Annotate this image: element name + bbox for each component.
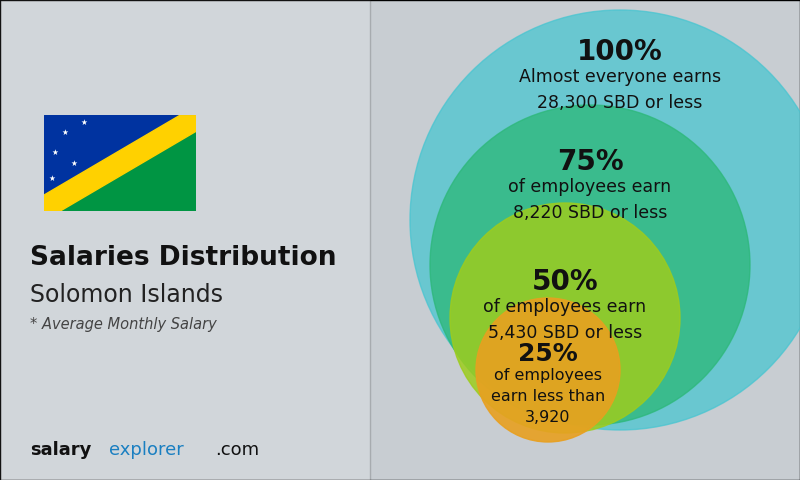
Polygon shape bbox=[44, 115, 196, 211]
Text: 100%: 100% bbox=[577, 38, 663, 66]
Text: Almost everyone earns: Almost everyone earns bbox=[519, 68, 721, 86]
Text: * Average Monthly Salary: * Average Monthly Salary bbox=[30, 317, 217, 333]
Text: 5,430 SBD or less: 5,430 SBD or less bbox=[488, 324, 642, 342]
Polygon shape bbox=[44, 115, 196, 211]
Text: Solomon Islands: Solomon Islands bbox=[30, 283, 223, 307]
Text: 50%: 50% bbox=[532, 268, 598, 296]
Text: salary: salary bbox=[30, 441, 91, 459]
Text: .com: .com bbox=[215, 441, 259, 459]
Circle shape bbox=[410, 10, 800, 430]
Text: ★: ★ bbox=[62, 128, 68, 137]
Text: 3,920: 3,920 bbox=[526, 410, 570, 425]
Text: 8,220 SBD or less: 8,220 SBD or less bbox=[513, 204, 667, 222]
Circle shape bbox=[450, 203, 680, 433]
Text: Salaries Distribution: Salaries Distribution bbox=[30, 245, 337, 271]
Text: ★: ★ bbox=[71, 159, 78, 168]
Text: earn less than: earn less than bbox=[491, 389, 605, 404]
Text: 25%: 25% bbox=[518, 342, 578, 366]
Circle shape bbox=[476, 298, 620, 442]
Circle shape bbox=[430, 105, 750, 425]
Text: of employees earn: of employees earn bbox=[483, 298, 646, 316]
Text: 75%: 75% bbox=[557, 148, 623, 176]
Text: ★: ★ bbox=[81, 119, 87, 127]
Text: 28,300 SBD or less: 28,300 SBD or less bbox=[538, 94, 702, 112]
Text: ★: ★ bbox=[49, 174, 56, 183]
FancyBboxPatch shape bbox=[0, 0, 370, 480]
Text: explorer: explorer bbox=[109, 441, 184, 459]
Polygon shape bbox=[44, 115, 196, 211]
Text: of employees: of employees bbox=[494, 368, 602, 383]
Text: ★: ★ bbox=[51, 148, 58, 157]
Text: of employees earn: of employees earn bbox=[509, 178, 671, 196]
